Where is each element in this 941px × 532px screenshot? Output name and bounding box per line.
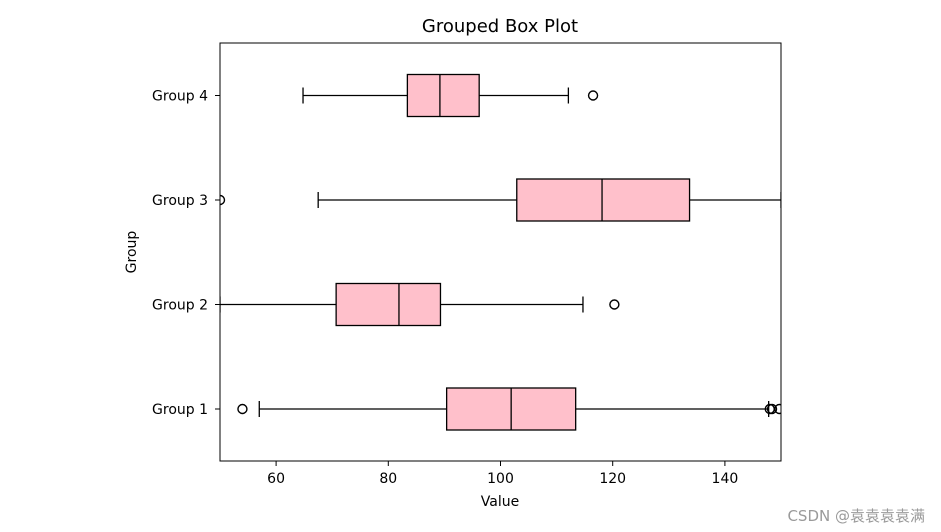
outlier-point xyxy=(237,403,248,415)
x-tick-label: 120 xyxy=(599,471,626,487)
x-tick-label: 140 xyxy=(712,471,739,487)
box-group: Group 2 xyxy=(152,282,620,327)
iqr-box xyxy=(335,282,442,327)
outlier-point xyxy=(220,194,226,206)
y-tick-label: Group 3 xyxy=(152,193,208,209)
y-axis-label: Group xyxy=(124,231,140,274)
y-tick-label: Group 1 xyxy=(152,402,208,418)
plot-frame xyxy=(219,42,782,462)
box-group: Group 3 xyxy=(152,178,781,222)
watermark: CSDN @袁袁袁袁满 xyxy=(787,507,925,525)
x-tick-label: 60 xyxy=(267,471,285,487)
iqr-box xyxy=(516,178,691,222)
y-tick-label: Group 4 xyxy=(152,89,208,105)
box-group: Group 1 xyxy=(152,387,781,431)
x-tick-label: 100 xyxy=(487,471,514,487)
box-group: Group 4 xyxy=(152,73,599,118)
iqr-box xyxy=(406,73,480,118)
x-tick-label: 80 xyxy=(379,471,397,487)
chart-title: Grouped Box Plot xyxy=(422,16,578,37)
outlier-point xyxy=(766,403,778,415)
x-axis-label: Value xyxy=(481,494,519,510)
y-tick-label: Group 2 xyxy=(152,298,208,314)
outlier-point xyxy=(587,90,599,101)
outlier-point xyxy=(609,299,620,310)
outlier-point xyxy=(774,403,781,415)
